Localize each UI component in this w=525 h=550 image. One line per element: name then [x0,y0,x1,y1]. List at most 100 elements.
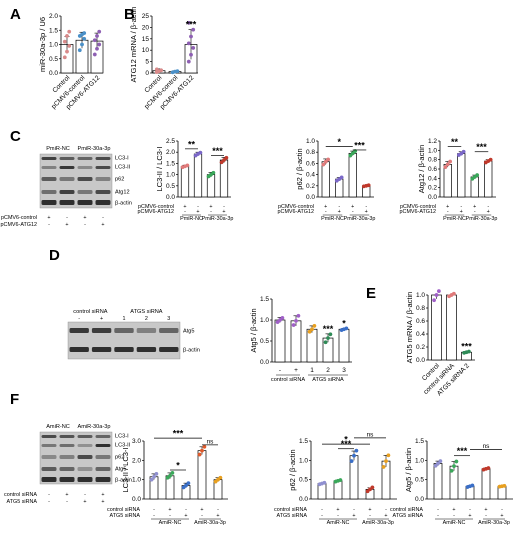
condition-mark: + [101,492,104,498]
blot-band [69,347,89,352]
condition-mark: + [184,513,187,519]
band-label: p62 [115,455,124,461]
data-point [184,483,188,488]
group-label: PmiR-30a-3p [344,216,376,222]
y-tick-label: 0.0 [260,359,269,366]
data-point [97,29,102,34]
blot-band [91,347,112,352]
data-point [486,466,491,471]
group-label: AmiR-30a-3p [194,520,226,526]
data-point [191,27,196,32]
significance-label: *** [212,146,223,156]
condition-mark: + [365,209,368,215]
y-axis-label: Atg5 / β-actin [249,308,258,352]
data-point [186,41,191,46]
data-point [65,49,69,54]
condition-mark: + [183,204,186,210]
band-label: LC3-I [115,434,129,440]
blot-band [136,347,157,352]
group-label: PmiR-NC [321,216,344,222]
condition-label: ATG5 siRNA [277,513,308,519]
y-tick-label: 1.0 [49,42,58,49]
condition-mark: + [473,204,476,210]
blot-band [95,190,111,194]
data-point [170,470,175,475]
condition-mark: - [447,209,449,215]
data-point [432,298,437,303]
data-point [438,459,443,464]
blot-header: AmiR-NC [46,424,70,430]
data-point [323,340,328,345]
data-point [445,162,450,167]
blot-header: AmiR-30a-3p [78,424,111,430]
data-point [352,453,356,458]
group-label: PmiR-NC [443,216,466,222]
significance-label: ns [483,443,491,450]
condition-mark: + [452,507,455,513]
blot-band [41,467,57,471]
data-point [436,461,440,466]
data-point [168,473,172,478]
condition-mark: + [83,499,86,505]
group-label: PmiR-30a-3p [202,216,234,222]
condition-mark: - [201,513,203,519]
bar [433,463,443,500]
blot-band [95,200,111,205]
y-tick-label: 1.0 [416,292,425,299]
significance-label: * [342,318,346,328]
lane-label: 1 [310,367,314,374]
data-point [62,55,67,60]
blot-f: LC3-I LC3-II p62 Atg5 β-actin AmiR-NC AmiR-30a… [4,424,132,505]
y-tick-label: 0.5 [166,183,175,190]
y-tick-label: 1.0 [428,147,437,154]
data-point [328,332,333,337]
bar [481,468,491,500]
data-point [218,475,223,480]
data-point [222,158,226,162]
data-point [186,59,191,64]
condition-mark: + [209,204,212,210]
y-tick-label: 2.0 [166,149,175,156]
blot-band [77,455,93,459]
condition-mark: + [101,499,104,505]
bar [443,163,452,198]
blot-membrane [67,321,181,360]
y-tick-label: 10 [142,47,150,54]
data-point [370,485,375,490]
condition-mark: - [353,507,355,513]
data-point [381,464,386,469]
condition-mark: + [83,215,86,221]
y-tick-label: 0.4 [306,172,315,179]
panel-label-f1: F [10,391,19,408]
lane-label: + [100,316,103,322]
bar [431,294,442,361]
data-point [294,318,298,323]
significance-label: ns [207,438,215,445]
blot-band [77,435,93,438]
condition-mark: - [48,222,50,228]
bar [306,328,318,363]
data-point [436,289,441,294]
panel-label-a: A [10,6,21,23]
data-point [77,48,82,53]
panel-label-d: D [49,247,60,264]
blot-band [69,328,89,333]
data-point [310,327,314,332]
y-tick-label: 0.8 [306,149,315,156]
y-tick-label: 0.6 [306,160,315,167]
data-point [65,34,69,38]
band-label: Atg5 [115,467,127,473]
condition-mark: - [474,209,476,215]
condition-mark: - [153,513,155,519]
data-point [152,474,156,479]
significance-label: * [337,137,341,147]
blot-band [95,166,111,169]
y-tick-label: 0.5 [260,338,269,345]
condition-label: pCMV6-ATG12 [278,209,314,215]
band-label: LC3-I [115,156,129,162]
y-axis-label: ATG12 mRNA / β-actin [129,7,138,83]
blot-band [59,455,75,459]
